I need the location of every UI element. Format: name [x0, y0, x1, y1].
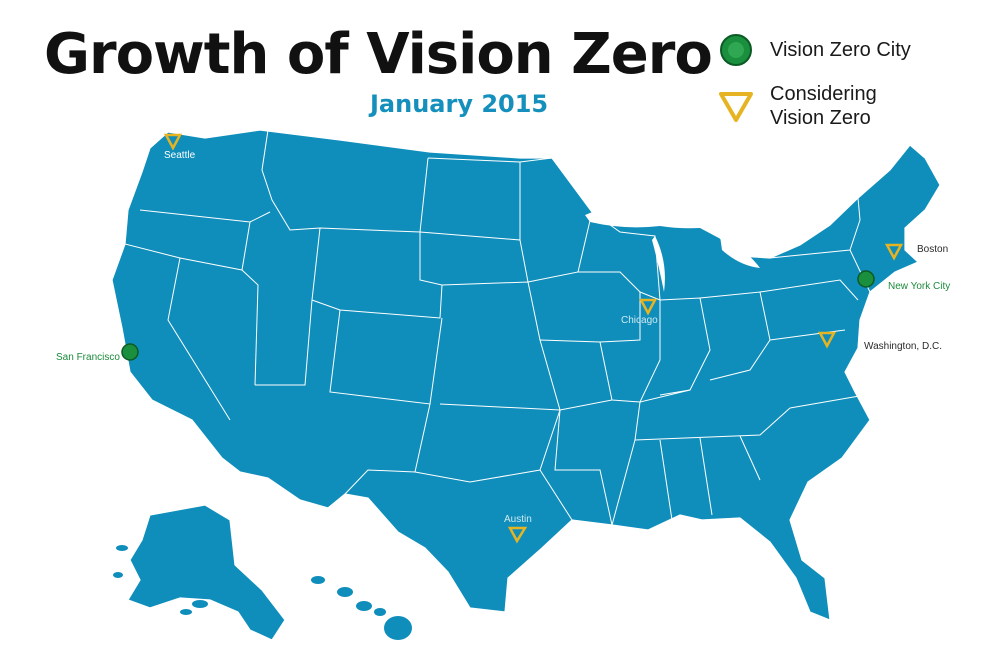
legend-label-vision-zero-city: Vision Zero City [770, 39, 911, 61]
chicago-marker [638, 298, 658, 316]
green-circle-icon [720, 34, 752, 66]
city-label-san-francisco: San Francisco [56, 352, 120, 363]
city-label-boston: Boston [917, 244, 949, 255]
city-label-chicago: Chicago [621, 315, 658, 326]
washington-dc-marker [817, 331, 837, 349]
city-label-washington-dc: Washington, D.C. [864, 341, 942, 352]
seattle-marker [163, 133, 183, 151]
legend-label-considering: Considering Vision Zero [770, 83, 877, 129]
austin-marker [507, 526, 528, 544]
city-label-seattle: Seattle [164, 150, 196, 161]
alaska-shape [127, 504, 286, 641]
map-title: Growth of Vision Zero [44, 22, 713, 87]
yellow-triangle-icon [719, 92, 753, 122]
state-borders [124, 129, 871, 526]
map-subtitle: January 2015 [370, 90, 549, 118]
boston-marker [884, 243, 904, 261]
contiguous-us-shape [111, 129, 941, 621]
great-lakes [585, 206, 760, 292]
legend: Vision Zero City Considering Vision Zero [716, 30, 920, 142]
city-label-austin: Austin [504, 514, 532, 525]
city-label-new-york-city: New York City [888, 281, 951, 292]
legend-item-considering: Considering Vision Zero [716, 82, 920, 130]
aleutian-islands [113, 545, 208, 615]
new-york-city-marker [857, 270, 875, 288]
legend-item-vision-zero-city: Vision Zero City [716, 30, 920, 70]
san-francisco-marker [121, 343, 139, 361]
hawaii-shape [311, 576, 412, 640]
